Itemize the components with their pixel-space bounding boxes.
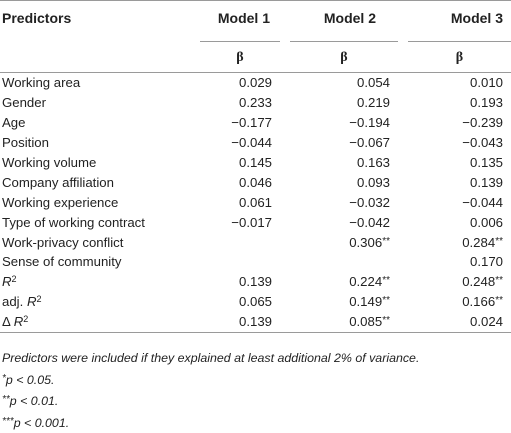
coef-cell-model-1: 0.029 [190,73,280,93]
coef-cell-model-1: 0.046 [190,172,280,192]
beta-label-model-1: β [200,41,280,66]
note-inclusion: Predictors were included if they explain… [2,349,419,369]
coef-cell-model-3: 0.006 [398,212,511,232]
model-1-header: Model 1 [190,1,280,35]
coef-cell-model-3: 0.193 [398,93,511,113]
predictor-label: Type of working contract [0,212,190,232]
beta-header-row: β β β [0,34,511,73]
note-p05: *p < 0.05. [2,369,419,391]
coef-cell-model-1: 0.065 [190,292,280,312]
coef-cell-model-3: 0.284** [398,232,511,252]
coef-cell-model-1: −0.017 [190,212,280,232]
coef-cell-model-2: 0.054 [280,73,398,93]
coef-cell-model-2: 0.163 [280,153,398,173]
header-row: Predictors Model 1 Model 2 Model 3 [0,1,511,35]
table-notes: Predictors were included if they explain… [2,349,419,433]
model-2-header: Model 2 [280,1,398,35]
table-row: Position−0.044−0.067−0.043 [0,133,511,153]
coef-cell-model-3: 0.139 [398,172,511,192]
predictor-label: Working area [0,73,190,93]
coef-cell-model-3: 0.010 [398,73,511,93]
coef-cell-model-3: 0.024 [398,312,511,332]
coef-cell-model-1: 0.139 [190,312,280,332]
coef-cell-model-1: 0.139 [190,272,280,292]
beta-label-model-3: β [408,41,511,66]
table-row: Sense of community 0.170 [0,252,511,272]
predictor-label: Position [0,133,190,153]
predictor-label: Gender [0,93,190,113]
coef-cell-model-1: 0.233 [190,93,280,113]
coef-cell-model-3: −0.044 [398,192,511,212]
coef-cell-model-1: −0.044 [190,133,280,153]
coef-cell-model-2: 0.306** [280,232,398,252]
predictor-label: Work-privacy conflict [0,232,190,252]
predictors-header: Predictors [0,1,190,35]
note-p001: ***p < 0.001. [2,412,419,433]
coef-cell-model-1: 0.061 [190,192,280,212]
table-row: Work-privacy conflict 0.306**0.284** [0,232,511,252]
predictor-label: Δ R2 [0,312,190,332]
predictor-label: Company affiliation [0,172,190,192]
coef-cell-model-1: −0.177 [190,113,280,133]
beta-label-model-2: β [290,41,398,66]
coef-cell-model-3: −0.239 [398,113,511,133]
predictor-label: Working experience [0,192,190,212]
coef-cell-model-3: −0.043 [398,133,511,153]
predictor-label: Working volume [0,153,190,173]
predictor-label: R2 [0,272,190,292]
table-row: Age−0.177−0.194−0.239 [0,113,511,133]
coef-cell-model-1 [190,252,280,272]
coef-cell-model-2: 0.224** [280,272,398,292]
regression-table: Predictors Model 1 Model 2 Model 3 β β β… [0,0,511,333]
coef-cell-model-2: −0.042 [280,212,398,232]
coef-cell-model-1 [190,232,280,252]
coef-cell-model-3: 0.170 [398,252,511,272]
predictor-label: Sense of community [0,252,190,272]
model-3-header: Model 3 [398,1,511,35]
coef-cell-model-2: 0.085** [280,312,398,332]
note-p01: **p < 0.01. [2,390,419,412]
coef-cell-model-2: −0.032 [280,192,398,212]
coef-cell-model-1: 0.145 [190,153,280,173]
predictor-label: adj. R2 [0,292,190,312]
predictor-label: Age [0,113,190,133]
coef-cell-model-3: 0.166** [398,292,511,312]
coef-cell-model-2: −0.194 [280,113,398,133]
coef-cell-model-2: 0.219 [280,93,398,113]
coef-cell-model-2: 0.093 [280,172,398,192]
coef-cell-model-3: 0.135 [398,153,511,173]
coef-cell-model-3: 0.248** [398,272,511,292]
coef-cell-model-2: −0.067 [280,133,398,153]
coef-cell-model-2 [280,252,398,272]
coef-cell-model-2: 0.149** [280,292,398,312]
